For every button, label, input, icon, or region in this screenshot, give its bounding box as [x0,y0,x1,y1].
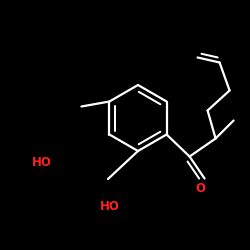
Text: HO: HO [100,200,120,213]
Text: HO: HO [32,156,52,170]
Text: O: O [195,182,205,194]
